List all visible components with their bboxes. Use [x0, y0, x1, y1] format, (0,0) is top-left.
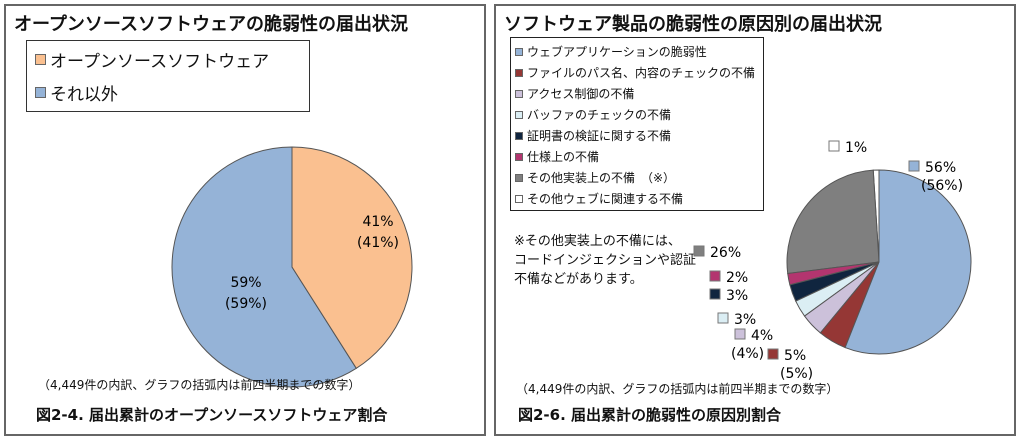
legend-item: 仕様上の不備	[515, 146, 763, 167]
legend-swatch	[515, 152, 523, 161]
label-swatch	[693, 245, 705, 257]
legend-swatch	[515, 173, 523, 182]
legend-item: バッファのチェックの不備	[515, 104, 763, 125]
legend-item: ウェブアプリケーションの脆弱性	[515, 41, 763, 62]
legend-swatch	[515, 194, 523, 203]
chart-note: （4,449件の内訳、グラフの括弧内は前四半期までの数字）	[516, 382, 839, 396]
legend-item: その他ウェブに関連する不備	[515, 188, 763, 209]
data-label: 1%	[845, 140, 867, 156]
legend-swatch	[35, 86, 46, 98]
legend-item: オープンソースソフトウェア	[35, 44, 309, 74]
data-label: 59%	[230, 275, 261, 291]
annotation-line: コードインジェクションや認証	[514, 253, 697, 268]
legend: ウェブアプリケーションの脆弱性ファイルのパス名、内容のチェックの不備 アクセス制御…	[510, 37, 764, 211]
legend-label: ウェブアプリケーションの脆弱性	[527, 45, 707, 59]
legend: オープンソースソフトウェア それ以外	[26, 40, 310, 112]
cause-chart-panel: ソフトウェア製品の脆弱性の原因別の届出状況 ウェブアプリケーションの脆弱性ファイ…	[494, 4, 1016, 436]
data-label: (41%)	[357, 235, 399, 251]
legend-item: 証明書の検証に関する不備	[515, 125, 763, 146]
data-label: (5%)	[780, 366, 813, 382]
pie-chart: 56% (56%) 5% (5%) 4% (4%) 3% 3% 2% 26% 1%	[693, 140, 972, 382]
label-swatch	[717, 312, 729, 324]
label-swatch	[709, 288, 721, 300]
legend-swatch	[35, 53, 46, 65]
data-label: 3%	[726, 288, 748, 304]
chart-title: ソフトウェア製品の脆弱性の原因別の届出状況	[504, 14, 882, 35]
legend-label: それ以外	[50, 84, 118, 105]
legend-swatch	[515, 47, 523, 56]
legend-label: アクセス制御の不備	[527, 87, 635, 101]
legend-item: その他実装上の不備 （※）	[515, 167, 763, 188]
data-label: 56%	[925, 160, 956, 176]
data-label: 26%	[710, 245, 741, 261]
label-swatch	[709, 270, 721, 282]
label-swatch	[767, 348, 779, 360]
pie-slice	[844, 169, 972, 355]
data-label: 4%	[751, 328, 773, 344]
data-label: 5%	[784, 348, 806, 364]
annotation-line: 不備などがあります。	[514, 272, 643, 287]
legend-label: バッファのチェックの不備	[527, 108, 672, 122]
pie-chart: 41% (41%) 59% (59%)	[171, 146, 413, 388]
legend-swatch	[515, 131, 523, 140]
pie-slice	[171, 146, 357, 388]
data-label: 41%	[362, 214, 393, 230]
chart-note: （4,449件の内訳、グラフの括弧内は前四半期までの数字）	[38, 378, 361, 392]
pie-slice	[786, 169, 880, 275]
label-swatch	[734, 328, 746, 340]
annotation: ※その他実装上の不備には、 コードインジェクションや認証 不備などがあります。	[514, 232, 696, 289]
oss-chart-panel: オープンソースソフトウェアの脆弱性の届出状況 オープンソースソフトウェア それ以…	[4, 4, 486, 436]
legend-item: それ以外	[35, 77, 309, 107]
label-swatch	[828, 140, 840, 152]
legend-label: ファイルのパス名、内容のチェックの不備	[527, 66, 756, 80]
legend-item: アクセス制御の不備	[515, 83, 763, 104]
pie-slice	[291, 146, 413, 370]
legend-label: その他実装上の不備 （※）	[527, 171, 676, 185]
figure-caption: 図2-6. 届出累計の脆弱性の原因別割合	[518, 406, 782, 424]
data-label: 3%	[734, 312, 756, 328]
legend-swatch	[515, 68, 523, 77]
annotation-line: ※その他実装上の不備には、	[514, 234, 681, 249]
legend-swatch	[515, 89, 523, 98]
chart-title: オープンソースソフトウェアの脆弱性の届出状況	[14, 14, 409, 35]
label-swatch	[908, 160, 920, 172]
figure-caption: 図2-4. 届出累計のオープンソースソフトウェア割合	[36, 406, 388, 424]
data-label: (56%)	[921, 178, 963, 194]
legend-item: ファイルのパス名、内容のチェックの不備	[515, 62, 763, 83]
legend-label: 証明書の検証に関する不備	[527, 129, 672, 143]
legend-label: 仕様上の不備	[527, 150, 600, 164]
legend-swatch	[515, 110, 523, 119]
data-label: (59%)	[225, 296, 267, 312]
legend-label: その他ウェブに関連する不備	[527, 192, 684, 206]
data-label: (4%)	[731, 346, 764, 362]
data-label: 2%	[726, 270, 748, 286]
legend-label: オープンソースソフトウェア	[50, 51, 270, 72]
